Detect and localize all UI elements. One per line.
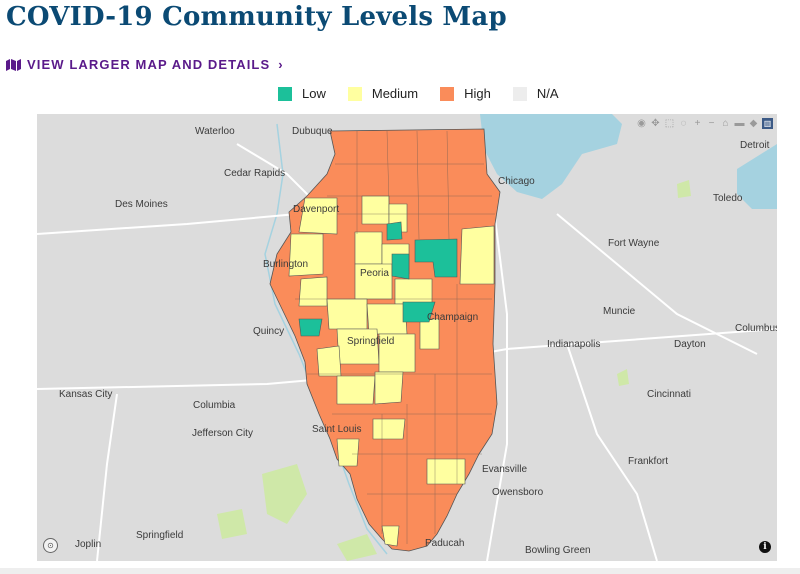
county-medium[interactable] <box>288 233 324 277</box>
city-label: Bowling Green <box>525 545 591 556</box>
camera-icon[interactable]: ◉ <box>637 118 646 129</box>
footer-divider <box>0 568 800 574</box>
city-label: Peoria <box>360 268 389 279</box>
city-label: Paducah <box>425 538 464 549</box>
city-label: Jefferson City <box>192 428 253 439</box>
county-medium[interactable] <box>459 225 495 285</box>
city-label: Des Moines <box>115 199 168 210</box>
city-label: Burlington <box>263 259 308 270</box>
city-label: Owensboro <box>492 487 544 498</box>
lake-erie <box>737 144 777 209</box>
city-label: Saint Louis <box>312 424 361 435</box>
city-label: Springfield <box>136 530 183 541</box>
lake-michigan <box>480 114 622 199</box>
city-label: Columbus <box>735 323 777 334</box>
county-borders <box>295 130 495 544</box>
park-area <box>217 509 247 539</box>
park-area <box>262 464 307 524</box>
city-label: Muncie <box>603 306 636 317</box>
county-low[interactable] <box>386 221 403 241</box>
legend-swatch-medium <box>347 86 362 101</box>
county-medium[interactable] <box>354 231 383 265</box>
info-icon[interactable]: i <box>759 541 771 553</box>
city-label: Frankfort <box>628 456 668 467</box>
map-modebar: ◉ ✥ ⬚ ◌ + − ⌂ ▬ ◆ ▥ <box>636 118 773 129</box>
city-label: Joplin <box>75 539 101 550</box>
view-larger-map-label: VIEW LARGER MAP AND DETAILS <box>27 57 271 72</box>
park-area <box>337 534 377 561</box>
county-medium[interactable] <box>336 438 360 467</box>
county-medium[interactable] <box>378 333 416 373</box>
city-label: Cincinnati <box>647 389 691 400</box>
community-levels-map[interactable]: Waterloo Dubuque Cedar Rapids Des Moines… <box>37 114 777 561</box>
county-medium[interactable] <box>326 298 368 330</box>
city-label: Dayton <box>674 339 706 350</box>
spike-lines-icon[interactable]: ◆ <box>749 118 758 129</box>
highway <box>486 193 508 561</box>
map-icon <box>6 58 21 71</box>
legend-item-low[interactable]: Low <box>278 86 326 101</box>
park-area <box>617 369 629 386</box>
county-medium[interactable] <box>316 345 342 377</box>
chevron-right-icon: › <box>278 57 284 72</box>
county-medium[interactable] <box>426 458 466 485</box>
legend-item-na[interactable]: N/A <box>512 86 559 101</box>
city-label: Springfield <box>347 336 394 347</box>
city-label: Chicago <box>498 176 535 187</box>
city-label: Indianapolis <box>547 339 600 350</box>
county-medium[interactable] <box>374 371 404 405</box>
city-label: Davenport <box>293 204 339 215</box>
city-label: Waterloo <box>195 126 235 137</box>
highway <box>566 343 658 561</box>
legend-swatch-high <box>440 86 455 101</box>
county-medium[interactable] <box>336 375 376 405</box>
lasso-icon[interactable]: ◌ <box>680 118 687 129</box>
highway <box>96 393 118 561</box>
city-label: Columbia <box>193 400 236 411</box>
page-title: COVID-19 Community Levels Map <box>6 2 507 32</box>
city-label: Toledo <box>713 193 743 204</box>
view-larger-map-link[interactable]: VIEW LARGER MAP AND DETAILS › <box>6 57 284 72</box>
city-label: Detroit <box>740 140 770 151</box>
county-medium[interactable] <box>394 278 433 305</box>
highway <box>556 213 758 355</box>
county-medium[interactable] <box>298 197 338 235</box>
legend-label-medium: Medium <box>371 86 419 101</box>
toggle-hover-icon[interactable]: ▬ <box>734 118 745 129</box>
zoom-out-icon[interactable]: − <box>708 118 715 129</box>
mapbox-logo-icon[interactable]: ⊙ <box>43 538 58 553</box>
legend-item-medium[interactable]: Medium <box>347 86 419 101</box>
home-icon[interactable]: ⌂ <box>722 118 729 129</box>
county-medium[interactable] <box>381 525 400 547</box>
box-select-icon[interactable]: ⬚ <box>664 118 675 129</box>
county-low[interactable] <box>402 301 436 323</box>
legend-swatch-low <box>278 86 292 101</box>
park-area <box>677 180 691 198</box>
legend-swatch-na <box>512 86 527 101</box>
county-medium[interactable] <box>372 418 406 440</box>
county-medium[interactable] <box>419 318 440 350</box>
city-label: Cedar Rapids <box>224 168 285 179</box>
city-label: Dubuque <box>292 126 333 137</box>
city-label: Quincy <box>253 326 284 337</box>
county-medium[interactable] <box>361 195 390 225</box>
legend-label-low: Low <box>302 86 326 101</box>
map-legend: Low Medium High N/A <box>278 86 581 101</box>
city-label: Kansas City <box>59 389 112 400</box>
county-medium[interactable] <box>298 276 328 307</box>
city-label: Champaign <box>427 312 478 323</box>
county-low[interactable] <box>414 238 458 278</box>
mississippi-river <box>264 123 388 555</box>
map-canvas[interactable]: Waterloo Dubuque Cedar Rapids Des Moines… <box>37 114 777 561</box>
legend-item-high[interactable]: High <box>440 86 491 101</box>
zoom-in-icon[interactable]: + <box>694 118 701 129</box>
legend-label-high: High <box>464 86 491 101</box>
county-low[interactable] <box>391 253 410 280</box>
plotly-logo-icon[interactable]: ▥ <box>762 118 773 129</box>
legend-label-na: N/A <box>536 86 559 101</box>
city-label: Fort Wayne <box>608 238 660 249</box>
pan-icon[interactable]: ✥ <box>651 118 660 129</box>
county-low[interactable] <box>298 318 323 337</box>
city-label: Evansville <box>482 464 527 475</box>
